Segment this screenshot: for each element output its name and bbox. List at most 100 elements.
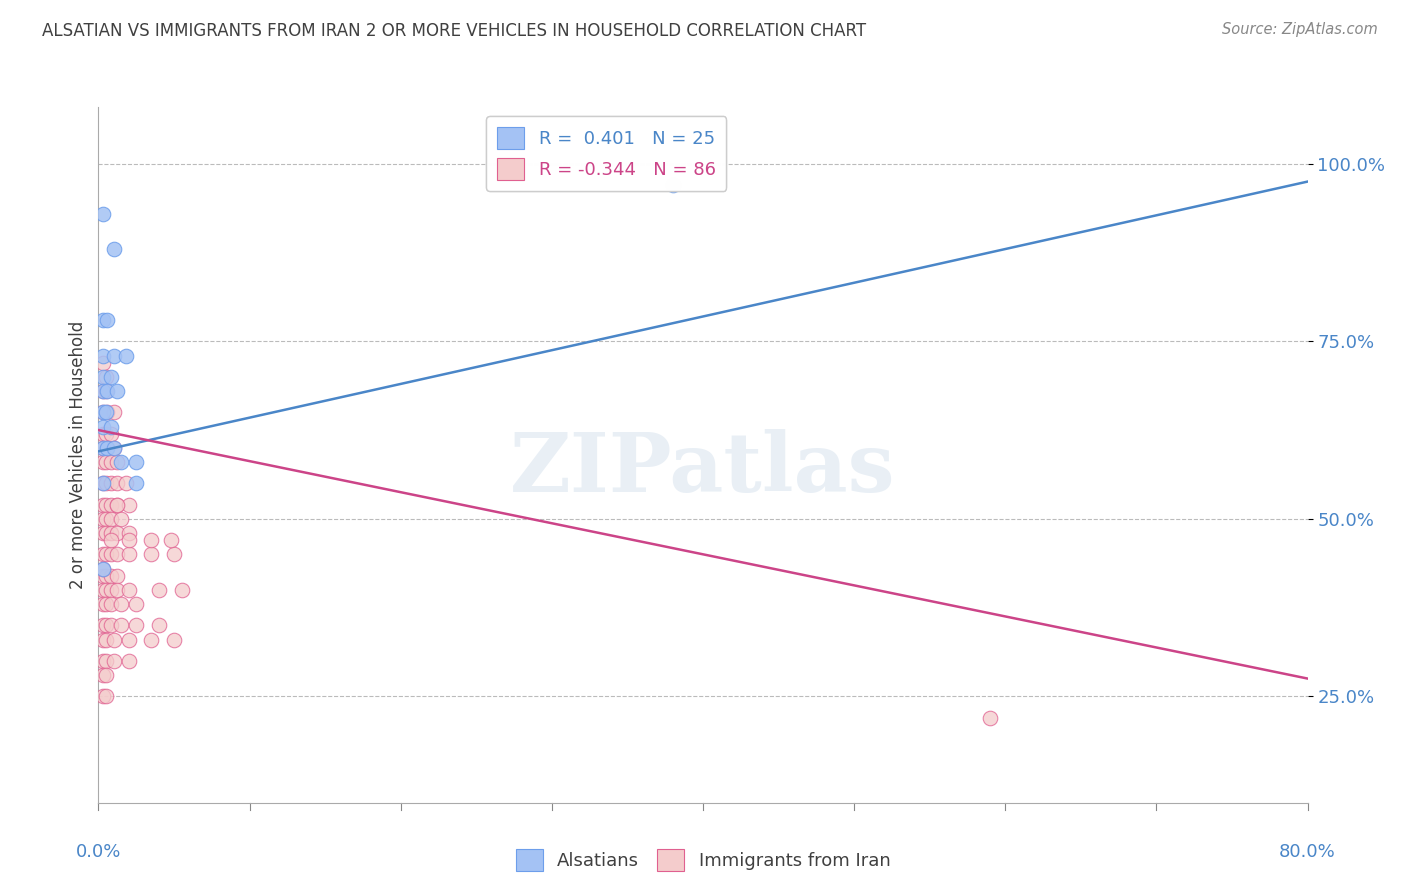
Point xyxy=(91,632,114,647)
Point xyxy=(125,455,148,469)
Point xyxy=(105,568,128,582)
Point xyxy=(148,618,170,632)
Point xyxy=(118,498,141,512)
Point xyxy=(105,498,128,512)
Point xyxy=(118,547,141,561)
Point xyxy=(163,632,186,647)
Point xyxy=(105,498,128,512)
Point xyxy=(94,668,117,682)
Point xyxy=(100,369,122,384)
Point xyxy=(110,455,132,469)
Point xyxy=(100,618,122,632)
Text: Source: ZipAtlas.com: Source: ZipAtlas.com xyxy=(1222,22,1378,37)
Point xyxy=(105,476,128,491)
Point xyxy=(91,561,114,575)
Point xyxy=(118,533,141,548)
Text: 80.0%: 80.0% xyxy=(1279,843,1336,861)
Point xyxy=(94,568,117,582)
Point xyxy=(96,405,118,419)
Point xyxy=(118,654,141,668)
Point xyxy=(91,547,114,561)
Point xyxy=(160,533,183,548)
Text: ZIPatlas: ZIPatlas xyxy=(510,429,896,508)
Point xyxy=(100,498,122,512)
Point xyxy=(103,654,125,668)
Point xyxy=(125,618,148,632)
Point xyxy=(105,384,128,398)
Point xyxy=(91,356,114,370)
Point xyxy=(100,533,122,548)
Point xyxy=(103,441,125,455)
Point xyxy=(91,526,114,541)
Point xyxy=(110,618,132,632)
Point xyxy=(100,512,122,526)
Point xyxy=(100,597,122,611)
Point xyxy=(105,547,128,561)
Point xyxy=(103,349,125,363)
Point xyxy=(91,206,114,220)
Point xyxy=(100,526,122,541)
Point xyxy=(91,441,114,455)
Point xyxy=(91,405,114,419)
Point xyxy=(125,476,148,491)
Point xyxy=(91,476,114,491)
Point xyxy=(118,582,141,597)
Point xyxy=(91,426,114,441)
Point xyxy=(170,582,193,597)
Text: 0.0%: 0.0% xyxy=(76,843,121,861)
Point xyxy=(91,582,114,597)
Point xyxy=(91,384,114,398)
Point xyxy=(103,405,125,419)
Point xyxy=(110,512,132,526)
Point xyxy=(91,561,114,575)
Point xyxy=(105,582,128,597)
Point xyxy=(141,632,163,647)
Point xyxy=(94,384,117,398)
Point xyxy=(94,369,117,384)
Point xyxy=(163,547,186,561)
Point xyxy=(91,384,114,398)
Point xyxy=(100,455,122,469)
Point xyxy=(103,441,125,455)
Point xyxy=(94,654,117,668)
Point xyxy=(118,632,141,647)
Point xyxy=(94,582,117,597)
Point xyxy=(94,498,117,512)
Point xyxy=(94,690,117,704)
Point xyxy=(114,349,136,363)
Point xyxy=(94,547,117,561)
Point xyxy=(96,441,118,455)
Point xyxy=(94,426,117,441)
Legend: Alsatians, Immigrants from Iran: Alsatians, Immigrants from Iran xyxy=(509,842,897,879)
Point xyxy=(118,526,141,541)
Point xyxy=(96,384,118,398)
Point xyxy=(103,632,125,647)
Point xyxy=(91,512,114,526)
Point xyxy=(110,597,132,611)
Point xyxy=(91,405,114,419)
Y-axis label: 2 or more Vehicles in Household: 2 or more Vehicles in Household xyxy=(69,321,87,589)
Point xyxy=(100,568,122,582)
Point xyxy=(96,441,118,455)
Point xyxy=(94,512,117,526)
Point xyxy=(94,597,117,611)
Point xyxy=(103,242,125,256)
Point xyxy=(100,419,122,434)
Legend: R =  0.401   N = 25, R = -0.344   N = 86: R = 0.401 N = 25, R = -0.344 N = 86 xyxy=(486,116,727,191)
Point xyxy=(91,313,114,327)
Point xyxy=(94,526,117,541)
Point xyxy=(100,426,122,441)
Point xyxy=(94,405,117,419)
Point xyxy=(141,533,163,548)
Point xyxy=(96,313,118,327)
Text: ALSATIAN VS IMMIGRANTS FROM IRAN 2 OR MORE VEHICLES IN HOUSEHOLD CORRELATION CHA: ALSATIAN VS IMMIGRANTS FROM IRAN 2 OR MO… xyxy=(42,22,866,40)
Point xyxy=(94,632,117,647)
Point xyxy=(114,476,136,491)
Point xyxy=(91,441,114,455)
Point xyxy=(125,597,148,611)
Point xyxy=(979,710,1001,724)
Point xyxy=(91,654,114,668)
Point xyxy=(91,568,114,582)
Point xyxy=(100,547,122,561)
Point xyxy=(91,455,114,469)
